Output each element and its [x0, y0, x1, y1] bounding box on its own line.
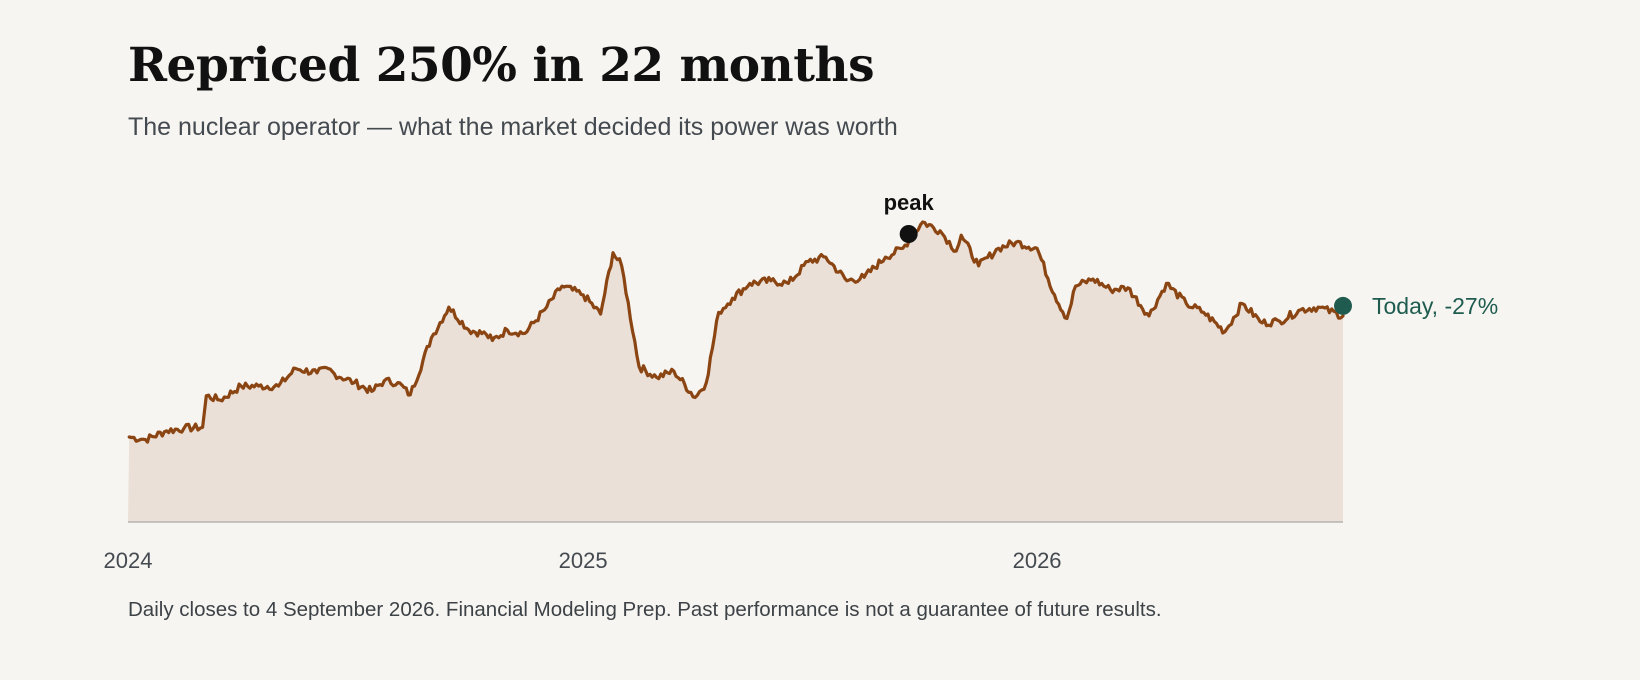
x-tick-label: 2026: [1013, 548, 1062, 573]
chart-title: Repriced 250% in 22 months: [128, 38, 875, 93]
today-marker: [1334, 296, 1352, 315]
chart-subtitle: The nuclear operator — what the market d…: [128, 113, 898, 141]
x-axis-ticks: 2024 2025 2026: [104, 548, 1062, 573]
price-line: [127, 220, 1345, 444]
price-area-fill: [128, 222, 1343, 522]
price-line-chart: 2024 2025 2026 peak Today, -27%: [104, 190, 1499, 573]
x-tick-label: 2025: [559, 548, 608, 573]
peak-label: peak: [884, 190, 935, 215]
x-tick-label: 2024: [104, 548, 153, 573]
chart-footnote: Daily closes to 4 September 2026. Financ…: [128, 598, 1162, 621]
peak-marker: [899, 225, 918, 243]
today-label: Today, -27%: [1372, 293, 1498, 319]
